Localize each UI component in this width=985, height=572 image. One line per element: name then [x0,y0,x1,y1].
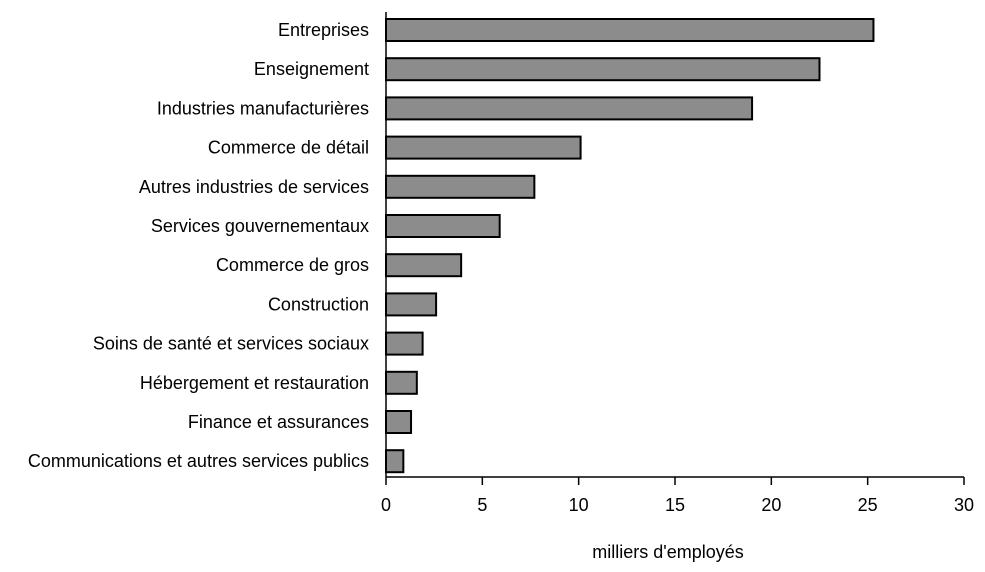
bar-9 [385,331,424,356]
category-label-1: Entreprises [278,20,369,40]
x-tick-label-5: 5 [477,495,487,515]
category-label-10: Hébergement et restauration [140,373,369,393]
bar-6 [385,214,501,238]
x-tick-label-25: 25 [858,495,878,515]
bar-5 [385,174,536,199]
x-tick-label-30: 30 [954,495,974,515]
bar-10 [385,370,418,395]
category-label-4: Commerce de détail [208,138,369,158]
bar-12 [385,449,405,474]
category-label-6: Services gouvernementaux [151,216,369,236]
bar-3 [385,96,754,121]
category-label-9: Soins de santé et services sociaux [93,334,369,354]
x-axis-title: milliers d'employés [592,542,743,562]
category-label-3: Industries manufacturières [157,98,369,118]
category-label-11: Finance et assurances [188,412,369,432]
axes [385,12,964,478]
category-label-7: Commerce de gros [216,255,369,275]
category-labels: Entreprises Enseignement Industries manufa… [28,20,369,471]
bar-1 [385,18,875,42]
x-tick-label-10: 10 [569,495,589,515]
category-label-12: Communications et autres services public… [28,451,369,471]
bar-11 [385,410,413,434]
bars-layer [385,18,875,474]
bar-2 [385,57,821,82]
x-ticks: 0 5 10 15 20 25 30 [381,477,974,515]
category-label-8: Construction [268,294,369,314]
x-tick-label-20: 20 [761,495,781,515]
x-tick-label-15: 15 [665,495,685,515]
bar-4 [385,135,582,160]
category-label-5: Autres industries de services [139,177,369,197]
x-tick-label-0: 0 [381,495,391,515]
category-label-2: Enseignement [254,59,369,79]
bar-8 [385,292,438,317]
bar-7 [385,253,463,278]
